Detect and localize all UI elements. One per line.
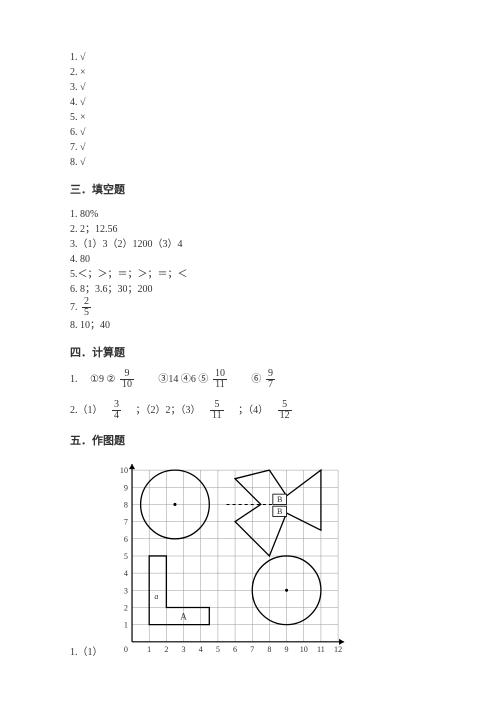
section-3-title: 三．填空题 bbox=[70, 182, 440, 199]
svg-text:6: 6 bbox=[233, 644, 237, 653]
svg-text:9: 9 bbox=[285, 644, 289, 653]
svg-text:11: 11 bbox=[317, 644, 325, 653]
svg-text:A: A bbox=[180, 611, 187, 621]
judgment-answers: 1. √ 2. × 3. √ 4. √ 5. × 6. √ 7. √ 8. √ bbox=[70, 50, 440, 170]
judge-2: 2. × bbox=[70, 65, 440, 80]
svg-text:1: 1 bbox=[124, 620, 128, 629]
svg-text:7: 7 bbox=[124, 517, 128, 526]
calc-line-1: 1. ①9 ② 910 ③14 ④6 ⑤ 1011 ⑥ 97 bbox=[70, 369, 440, 390]
fill-5: 5.＜；＞；＝；＞；＝；＜ bbox=[70, 267, 440, 282]
fraction-2-5: 25 bbox=[82, 297, 91, 318]
svg-text:12: 12 bbox=[334, 644, 342, 653]
svg-text:10: 10 bbox=[300, 644, 308, 653]
svg-text:9: 9 bbox=[124, 483, 128, 492]
svg-text:3: 3 bbox=[182, 644, 186, 653]
drawing-figure: 1.（1） 123456789101112123456789100AaBB bbox=[70, 460, 440, 660]
svg-text:6: 6 bbox=[124, 534, 128, 543]
svg-text:5: 5 bbox=[216, 644, 220, 653]
fill-6: 6. 8；3.6；30；200 bbox=[70, 282, 440, 297]
svg-text:2: 2 bbox=[124, 603, 128, 612]
grid-drawing: 123456789101112123456789100AaBB bbox=[109, 460, 349, 660]
fraction-5-11: 511 bbox=[210, 400, 224, 421]
svg-text:7: 7 bbox=[250, 644, 254, 653]
fill-3: 3.（1）3（2）1200（3）4 bbox=[70, 237, 440, 252]
svg-text:8: 8 bbox=[124, 500, 128, 509]
judge-6: 6. √ bbox=[70, 125, 440, 140]
judge-4: 4. √ bbox=[70, 95, 440, 110]
fill-7: 7. 25 bbox=[70, 297, 440, 318]
svg-text:a: a bbox=[154, 591, 158, 600]
svg-text:1: 1 bbox=[147, 644, 151, 653]
fraction-5-12: 512 bbox=[278, 400, 292, 421]
svg-text:B: B bbox=[277, 494, 282, 503]
svg-text:0: 0 bbox=[124, 644, 128, 653]
drawing-prefix: 1.（1） bbox=[70, 645, 103, 660]
calc-answers: 1. ①9 ② 910 ③14 ④6 ⑤ 1011 ⑥ 97 2.（1） 34 … bbox=[70, 369, 440, 421]
fraction-9-10: 910 bbox=[120, 369, 134, 390]
section-4-title: 四．计算题 bbox=[70, 345, 440, 362]
svg-text:2: 2 bbox=[164, 644, 168, 653]
judge-7: 7. √ bbox=[70, 140, 440, 155]
fill-8: 8. 10；40 bbox=[70, 318, 440, 333]
fill-1: 1. 80% bbox=[70, 207, 440, 222]
fraction-3-4: 34 bbox=[112, 400, 121, 421]
judge-3: 3. √ bbox=[70, 80, 440, 95]
svg-text:3: 3 bbox=[124, 586, 128, 595]
fill-4: 4. 80 bbox=[70, 252, 440, 267]
svg-text:10: 10 bbox=[120, 466, 128, 475]
svg-text:5: 5 bbox=[124, 551, 128, 560]
svg-text:4: 4 bbox=[199, 644, 203, 653]
svg-text:8: 8 bbox=[267, 644, 271, 653]
judge-1: 1. √ bbox=[70, 50, 440, 65]
svg-text:B: B bbox=[277, 506, 282, 515]
fill-answers: 1. 80% 2. 2；12.56 3.（1）3（2）1200（3）4 4. 8… bbox=[70, 207, 440, 333]
fraction-10-11: 1011 bbox=[213, 369, 227, 390]
calc-line-2: 2.（1） 34 ；（2）2；（3） 511 ；（4） 512 bbox=[70, 400, 440, 421]
judge-8: 8. √ bbox=[70, 155, 440, 170]
fraction-9-7: 97 bbox=[266, 369, 275, 390]
fill-2: 2. 2；12.56 bbox=[70, 222, 440, 237]
judge-5: 5. × bbox=[70, 110, 440, 125]
svg-text:4: 4 bbox=[124, 569, 128, 578]
section-5-title: 五．作图题 bbox=[70, 433, 440, 450]
